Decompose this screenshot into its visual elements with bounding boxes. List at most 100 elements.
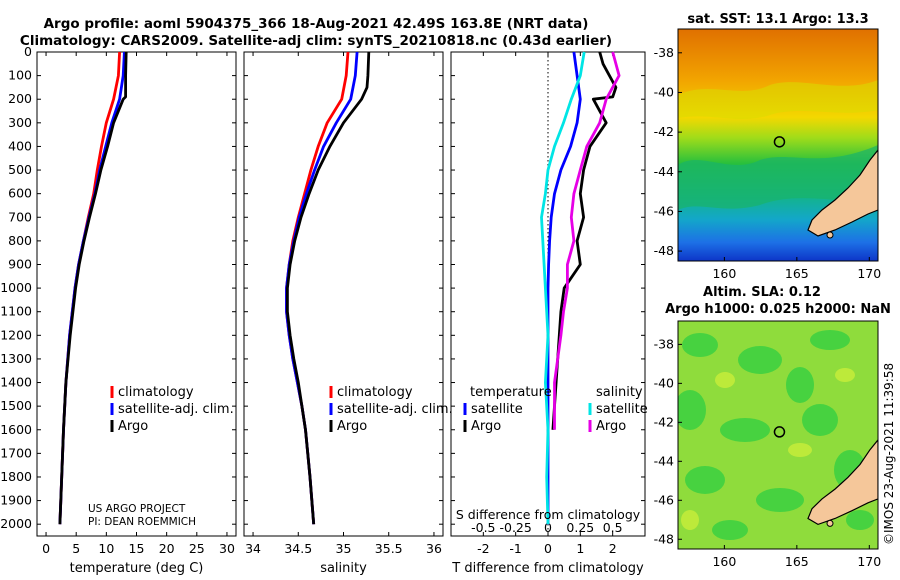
project-annotation-line1: US ARGO PROJECT <box>88 503 186 515</box>
x-tick-label: -2 <box>477 541 489 556</box>
x-tick-label: 1 <box>576 541 584 556</box>
series-line-argo <box>285 51 371 525</box>
y-tick-label: 0 <box>24 44 32 59</box>
legend-label-satellite-adj: satellite-adj. clim. <box>337 402 453 417</box>
legend-title-temperature: temperature <box>470 385 552 400</box>
map-field <box>678 29 878 261</box>
sla-anomaly-blob <box>715 372 735 388</box>
project-annotation-line2: PI: DEAN ROEMMICH <box>88 516 196 528</box>
y-tick-label: 300 <box>8 115 32 130</box>
x-tick-label: 0 <box>42 541 50 556</box>
sst-map-title: sat. SST: 13.1 Argo: 13.3 <box>687 12 868 27</box>
series-line-salinity-satellite <box>540 51 586 525</box>
x-tick-label: -1 <box>509 541 521 556</box>
sst-map-panel: -38 -40 -42 -44 -46 -48 160 165 170 <box>654 28 881 281</box>
plot-frame <box>243 51 444 537</box>
y-tick-label: -46 <box>654 492 674 507</box>
sla-anomaly-blob <box>835 368 855 382</box>
land-new-zealand <box>807 149 878 237</box>
y-tick-label: 500 <box>8 162 32 177</box>
series-line-argo <box>58 51 128 525</box>
map-field <box>678 321 878 549</box>
x-tick-label: 160 <box>712 266 736 281</box>
series-line-salinity-argo <box>553 51 621 430</box>
figure-title-line1: Argo profile: aoml 5904375_366 18-Aug-20… <box>44 16 589 32</box>
x-tick-label: 20 <box>159 541 175 556</box>
y-tick-label: 800 <box>8 233 32 248</box>
temperature-legend: climatology satellite-adj. clim. Argo <box>110 385 234 434</box>
y-tick-label: 1800 <box>0 469 32 484</box>
x-tick-label: 25 <box>189 541 205 556</box>
x-tick-label: 0 <box>544 541 552 556</box>
argo-float-marker <box>773 426 786 438</box>
top-x-tick-label: -0.5 <box>471 520 495 535</box>
x-tick-label: 160 <box>712 554 736 569</box>
x-axis-label: T difference from climatology <box>451 561 644 576</box>
x-tick-label: 30 <box>219 541 235 556</box>
y-tick-label: -46 <box>654 203 674 218</box>
legend-title-salinity: salinity <box>596 385 643 400</box>
legend-label-satellite-adj: satellite-adj. clim. <box>118 402 234 417</box>
y-tick-label: 2000 <box>0 516 32 531</box>
x-tick-label: 34.5 <box>284 541 312 556</box>
difference-panel: -2 -1 0 1 2 T difference from climatology -0.5… <box>450 51 646 576</box>
y-tick-label: 1300 <box>0 351 32 366</box>
legend-label-argo: Argo <box>118 419 148 434</box>
plot-frame <box>36 51 237 537</box>
sla-map-panel: -38 -40 -42 -44 -46 -48 160 165 170 <box>654 320 881 569</box>
y-tick-label: -38 <box>654 45 674 60</box>
y-tick-label: 1500 <box>0 398 32 413</box>
sla-map-title-line2: Argo h1000: 0.025 h2000: NaN <box>665 302 891 317</box>
sla-anomaly-blob <box>846 510 874 530</box>
legend-label-argo: Argo <box>337 419 367 434</box>
x-tick-label: 34 <box>245 541 261 556</box>
top-x-tick-label: 0.25 <box>566 520 594 535</box>
y-tick-label: 1700 <box>0 445 32 460</box>
sla-anomaly-blob <box>685 466 725 494</box>
sla-anomaly-blob <box>681 510 699 530</box>
sla-anomaly-blob <box>738 346 782 374</box>
y-tick-label: -42 <box>654 414 674 429</box>
y-tick-label: -48 <box>654 531 674 546</box>
map-frame <box>677 28 879 262</box>
land-stewart-island <box>826 519 834 527</box>
y-tick-label: -48 <box>654 243 674 258</box>
argo-float-marker <box>773 136 786 148</box>
sla-anomaly-blob <box>788 443 812 457</box>
y-tick-label: 100 <box>8 68 32 83</box>
x-tick-label: 35.5 <box>375 541 403 556</box>
y-tick-label: -44 <box>654 164 674 179</box>
sst-front <box>678 145 878 210</box>
x-tick-label: 5 <box>72 541 80 556</box>
legend-label-temp-satellite: satellite <box>471 402 523 417</box>
y-tick-label: 1200 <box>0 327 32 342</box>
sla-anomaly-blob <box>682 333 718 357</box>
sla-anomaly-blob <box>678 390 706 430</box>
x-tick-label: 36 <box>426 541 442 556</box>
x-tick-label: 2 <box>609 541 617 556</box>
map-frame <box>677 320 879 550</box>
x-tick-label: 170 <box>857 266 881 281</box>
sla-anomaly-blob <box>720 418 770 442</box>
imos-credit: ©IMOS 23-Aug-2021 11:39:58 <box>882 363 896 545</box>
y-tick-label: -40 <box>654 375 674 390</box>
x-tick-label: 15 <box>129 541 145 556</box>
x-tick-label: 165 <box>785 554 809 569</box>
sla-map-title-line1: Altim. SLA: 0.12 <box>703 285 821 300</box>
legend-label-temp-argo: Argo <box>471 419 501 434</box>
sla-anomaly-blob <box>810 330 850 350</box>
y-tick-label: 200 <box>8 91 32 106</box>
temperature-panel: 0100200300400500600700800900100011001200… <box>0 44 237 576</box>
y-tick-label: 1900 <box>0 493 32 508</box>
x-axis-label: salinity <box>320 561 367 576</box>
top-x-tick-label: -0.25 <box>499 520 531 535</box>
series-line-temperature-satellite <box>546 51 582 525</box>
top-x-tick-label: 0 <box>544 520 552 535</box>
sla-anomaly-blob <box>712 520 748 540</box>
sla-anomaly-blob <box>756 488 804 512</box>
y-tick-label: 1600 <box>0 422 32 437</box>
sst-field <box>678 29 878 261</box>
x-tick-label: 10 <box>98 541 114 556</box>
salinity-legend: climatology satellite-adj. clim. Argo <box>329 385 453 434</box>
